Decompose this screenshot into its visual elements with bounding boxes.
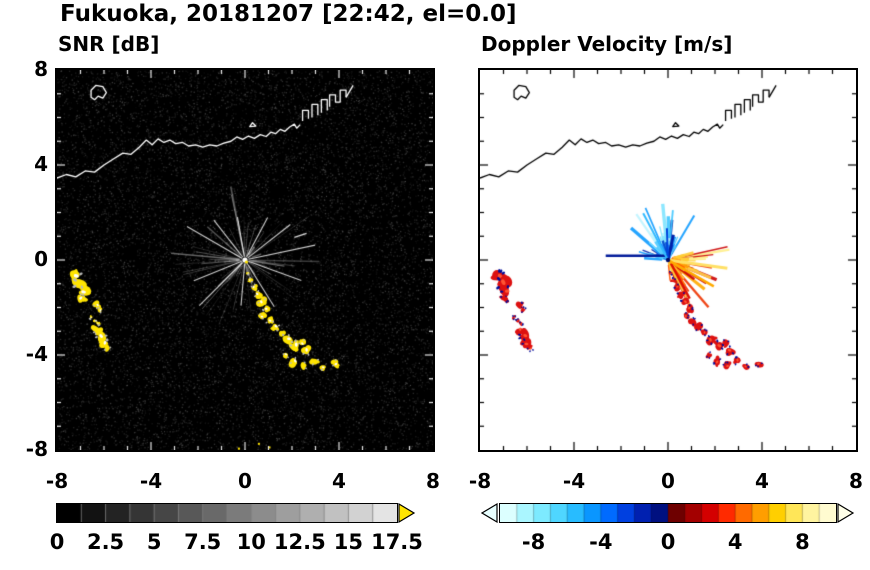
snr-colorbar-tick-label: 10 <box>236 530 266 554</box>
snr-x-tick-label: -8 <box>45 469 69 493</box>
doppler-colorbar-under-arrow-icon <box>481 503 498 523</box>
doppler-x-tick-label: 4 <box>755 469 769 493</box>
snr-x-tick-label: 4 <box>332 469 346 493</box>
doppler-x-tick-label: 0 <box>661 469 675 493</box>
snr-x-tick-label: 8 <box>426 469 440 493</box>
snr-colorbar-tick-label: 0 <box>49 530 65 554</box>
doppler-colorbar-tick-label: -4 <box>589 530 613 554</box>
snr-colorbar <box>56 503 398 523</box>
doppler-colorbar-tick-label: 0 <box>660 530 676 554</box>
doppler-panel-title: Doppler Velocity [m/s] <box>481 32 733 56</box>
snr-panel-title: SNR [dB] <box>58 32 160 56</box>
figure-title: Fukuoka, 20181207 [22:42, el=0.0] <box>60 1 517 27</box>
doppler-x-tick-label: 8 <box>849 469 863 493</box>
doppler-x-tick-label: -4 <box>562 469 586 493</box>
snr-colorbar-tick-label: 7.5 <box>184 530 222 554</box>
doppler-plot-canvas <box>478 68 858 452</box>
doppler-colorbar-tick-label: 4 <box>727 530 743 554</box>
snr-colorbar-tick-label: 17.5 <box>371 530 423 554</box>
snr-colorbar-tick-label: 5 <box>146 530 162 554</box>
snr-plot-canvas <box>55 68 435 452</box>
snr-colorbar-tick-label: 12.5 <box>273 530 326 554</box>
snr-colorbar-tick-label: 2.5 <box>86 530 125 554</box>
snr-y-tick-label: 4 <box>34 152 48 176</box>
doppler-x-tick-label: -8 <box>468 469 492 493</box>
snr-x-tick-label: 0 <box>238 469 252 493</box>
snr-y-tick-label: -8 <box>25 437 48 461</box>
snr-colorbar-tick-label: 15 <box>333 530 364 554</box>
snr-y-tick-label: 8 <box>34 57 48 81</box>
snr-y-tick-label: 0 <box>34 247 48 271</box>
snr-y-tick-label: -4 <box>25 342 48 366</box>
doppler-colorbar-over-arrow-icon <box>837 503 855 523</box>
doppler-colorbar-tick-label: -8 <box>521 530 546 554</box>
snr-colorbar-over-arrow-icon <box>398 503 416 523</box>
doppler-colorbar <box>499 503 837 523</box>
snr-x-tick-label: -4 <box>139 469 163 493</box>
doppler-colorbar-tick-label: 8 <box>795 530 810 554</box>
